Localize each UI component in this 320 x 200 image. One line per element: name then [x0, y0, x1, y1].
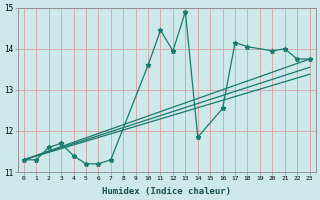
X-axis label: Humidex (Indice chaleur): Humidex (Indice chaleur) — [102, 187, 231, 196]
